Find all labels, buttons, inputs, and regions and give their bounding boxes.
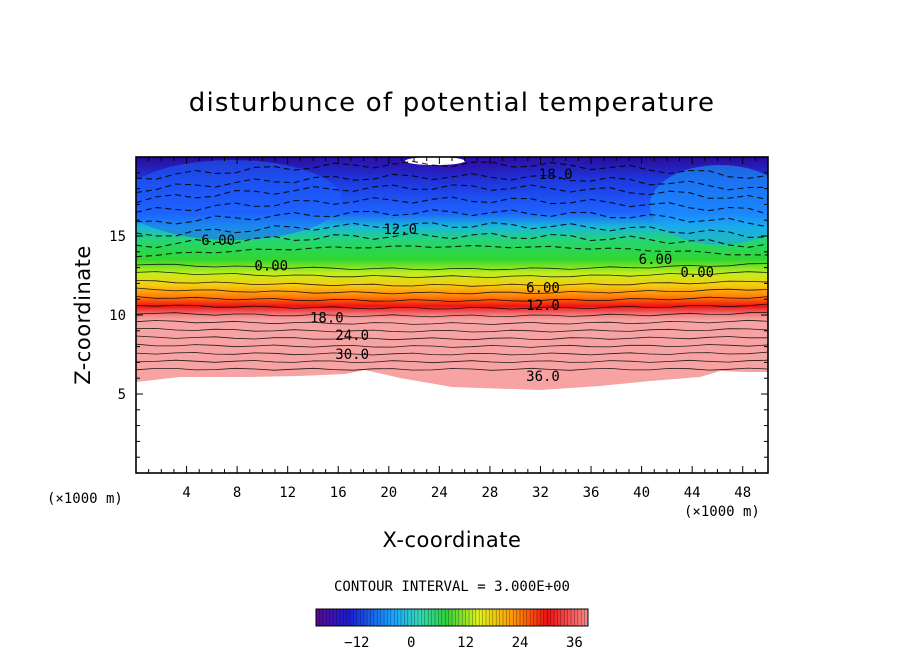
contour-line bbox=[136, 335, 768, 341]
y-axis-title: Z-coordinate bbox=[71, 245, 95, 385]
colorbar-tick-label: −12 bbox=[344, 635, 369, 651]
x-tick-label: 36 bbox=[583, 485, 600, 501]
y-tick-label: 10 bbox=[109, 308, 126, 324]
y-tick-labels: 5 10 15 bbox=[109, 229, 126, 403]
contour-line bbox=[136, 209, 768, 228]
contour-label: 0.00 bbox=[680, 265, 714, 281]
contour-line bbox=[136, 319, 768, 325]
contour-label: 18.0 bbox=[310, 311, 344, 327]
colorbar: −12 0 12 24 36 bbox=[315, 608, 589, 651]
x-tick-label: 40 bbox=[633, 485, 650, 501]
x-tick-label: 4 bbox=[182, 485, 190, 501]
x-tick-labels: 4 8 12 16 20 24 28 32 36 40 44 48 bbox=[182, 485, 751, 501]
contour-label: 36.0 bbox=[526, 369, 560, 385]
contour-line bbox=[136, 173, 768, 194]
contour-label: 0.00 bbox=[254, 259, 288, 275]
plot-area: 18.012.06.006.000.00 0.006.0012.018.024.0… bbox=[135, 156, 769, 474]
x-unit-right: (×1000 m) bbox=[684, 504, 760, 520]
contour-label: 18.0 bbox=[539, 167, 573, 183]
contour-label: 24.0 bbox=[335, 328, 369, 344]
x-tick-label: 16 bbox=[330, 485, 347, 501]
contour-interval-label: CONTOUR INTERVAL = 3.000E+00 bbox=[334, 579, 570, 595]
contour-label: 12.0 bbox=[383, 222, 417, 238]
x-axis-title: X-coordinate bbox=[383, 528, 522, 552]
contour-labels: 18.012.06.006.000.00 0.006.0012.018.024.0… bbox=[201, 167, 714, 385]
contour-label: 12.0 bbox=[526, 298, 560, 314]
x-tick-label: 20 bbox=[380, 485, 397, 501]
contour-line bbox=[136, 359, 768, 364]
cold-pocket-right bbox=[650, 165, 768, 245]
contour-line bbox=[136, 351, 768, 356]
contour-line bbox=[136, 160, 768, 180]
contour-line bbox=[136, 263, 768, 271]
x-tick-label: 44 bbox=[684, 485, 701, 501]
contour-line bbox=[136, 303, 768, 310]
cold-pocket-left bbox=[136, 160, 342, 240]
contour-line bbox=[136, 343, 768, 348]
contour-label: 30.0 bbox=[335, 347, 369, 363]
contour-line bbox=[136, 271, 768, 279]
x-tick-label: 24 bbox=[431, 485, 448, 501]
contour-line bbox=[136, 367, 768, 371]
colorbar-frame bbox=[315, 608, 589, 627]
axis-ticks bbox=[136, 157, 768, 473]
contour-line bbox=[136, 287, 768, 295]
y-tick-label: 15 bbox=[109, 229, 126, 245]
y-tick-label: 5 bbox=[118, 387, 126, 403]
contour-label: 6.00 bbox=[639, 252, 673, 268]
contour-line bbox=[136, 244, 768, 258]
colorbar-tick-label: 0 bbox=[407, 635, 415, 651]
contour-line bbox=[136, 232, 768, 249]
contour-line bbox=[136, 327, 768, 333]
contour-line bbox=[136, 311, 768, 318]
contour-line bbox=[136, 296, 768, 303]
contour-label: 6.00 bbox=[526, 281, 560, 297]
colorbar-tick-labels: −12 0 12 24 36 bbox=[344, 635, 583, 651]
contour-label: 6.00 bbox=[201, 233, 235, 249]
colorbar-cells bbox=[315, 609, 585, 626]
contour-line bbox=[136, 196, 768, 215]
contour-line bbox=[136, 222, 768, 238]
colorbar-tick-label: 36 bbox=[566, 635, 583, 651]
x-unit-left: (×1000 m) bbox=[47, 491, 123, 507]
undefined-patch bbox=[405, 157, 465, 165]
x-tick-label: 12 bbox=[279, 485, 296, 501]
contour-lines bbox=[136, 160, 768, 371]
contour-line bbox=[136, 184, 768, 204]
colorbar-tick-label: 24 bbox=[512, 635, 529, 651]
colorbar-tick-label: 12 bbox=[457, 635, 474, 651]
contour-line bbox=[136, 280, 768, 287]
x-tick-label: 48 bbox=[734, 485, 751, 501]
chart-title: disturbunce of potential temperature bbox=[189, 88, 716, 118]
x-tick-label: 8 bbox=[233, 485, 241, 501]
x-tick-label: 32 bbox=[532, 485, 549, 501]
x-tick-label: 28 bbox=[481, 485, 498, 501]
